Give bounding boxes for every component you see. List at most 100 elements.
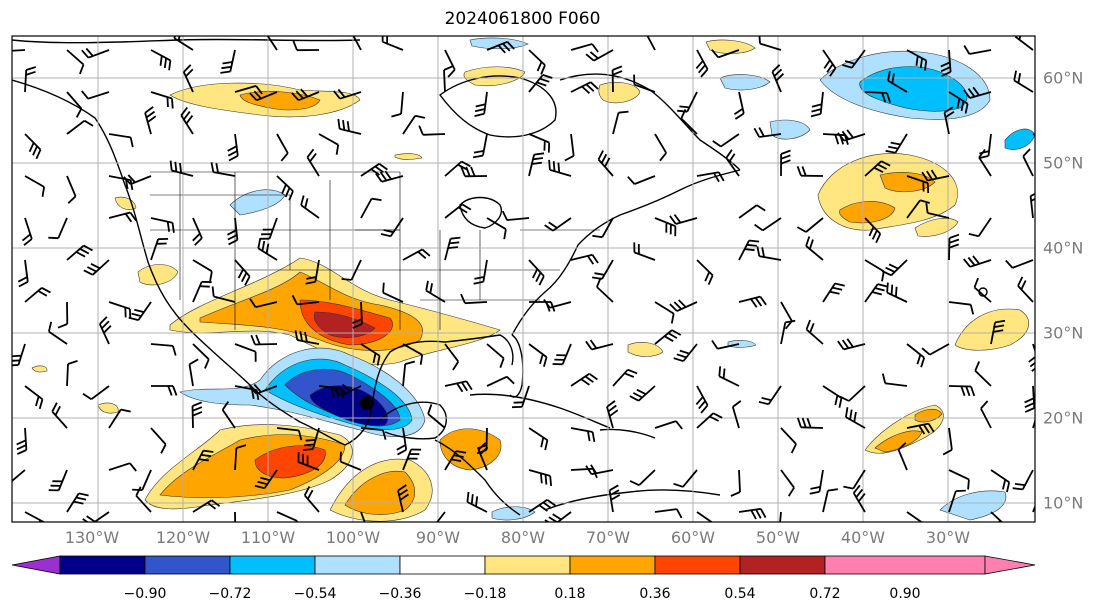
wind-barb-feather xyxy=(172,385,178,396)
wind-barb-feather xyxy=(346,121,350,132)
wind-barb xyxy=(400,91,404,114)
wind-barb xyxy=(486,40,508,51)
wind-barb-feather xyxy=(86,266,97,273)
wind-barb-feather xyxy=(448,246,459,249)
wind-barb-feather xyxy=(76,496,87,501)
wind-barb-feather xyxy=(81,90,89,100)
colorbar-segment xyxy=(399,555,486,575)
wind-barb-feather xyxy=(780,159,791,165)
wind-barb xyxy=(266,36,278,51)
wind-barb-feather xyxy=(877,283,888,288)
wind-barb-feather xyxy=(924,60,928,71)
wind-barb-feather xyxy=(474,112,485,117)
wind-barb-feather xyxy=(1014,483,1026,486)
wind-barb-feather xyxy=(540,437,545,448)
wind-barb-feather xyxy=(16,439,27,446)
wind-barb-feather xyxy=(79,248,90,255)
wind-barb xyxy=(759,133,782,138)
wind-barb-feather xyxy=(179,162,182,173)
wind-barb-feather xyxy=(1020,280,1027,290)
wind-barb xyxy=(24,511,45,522)
wind-barb xyxy=(897,449,908,471)
wind-barb-feather xyxy=(253,90,262,100)
wind-barb-feather xyxy=(90,262,101,270)
wind-barb-feather xyxy=(921,347,931,356)
wind-barb-feather xyxy=(78,492,89,497)
wind-barb-feather xyxy=(101,320,110,330)
wind-barb-feather xyxy=(533,152,545,156)
wind-barb-feather xyxy=(28,142,35,153)
longitude-label: 120°W xyxy=(155,528,211,547)
wind-barb-feather xyxy=(183,64,192,73)
wind-barb-feather xyxy=(542,501,552,510)
longitude-label: 50°W xyxy=(755,528,801,547)
wind-barb-feather xyxy=(260,476,271,482)
wind-barb-feather xyxy=(754,297,763,307)
wind-barb-feather xyxy=(370,168,380,176)
wind-barb xyxy=(637,385,656,402)
wind-barb-feather xyxy=(749,239,760,243)
wind-barb-feather xyxy=(506,376,515,385)
wind-barb-feather xyxy=(918,425,926,435)
longitude-label: 100°W xyxy=(325,528,381,547)
wind-barb-feather xyxy=(809,322,815,333)
wind-barb-feather xyxy=(536,61,543,72)
wind-barb-feather xyxy=(228,155,239,162)
wind-barb xyxy=(948,469,970,481)
wind-barb xyxy=(906,175,929,184)
wind-barb-feather xyxy=(676,508,683,519)
wind-barb xyxy=(738,204,758,219)
wind-barb-feather xyxy=(85,47,94,57)
wind-barb xyxy=(805,217,824,233)
wind-barb-feather xyxy=(585,465,593,475)
wind-barb-feather xyxy=(978,148,986,159)
wind-barb xyxy=(887,79,908,93)
wind-barb xyxy=(738,507,761,513)
wind-barb-feather xyxy=(965,386,971,397)
wind-barb-feather xyxy=(456,450,467,454)
wind-barb xyxy=(528,499,548,513)
wind-barb-feather xyxy=(531,268,539,279)
wind-barb-feather xyxy=(967,479,970,490)
wind-barb-feather xyxy=(461,160,471,168)
wind-barb-feather xyxy=(475,496,479,507)
wind-barb-feather xyxy=(636,388,647,396)
wind-barb-feather xyxy=(586,255,595,265)
wind-barb-feather xyxy=(307,489,314,500)
positive-anomaly-small-6 xyxy=(31,365,48,373)
wind-barb xyxy=(1032,418,1035,429)
wind-barb xyxy=(256,91,278,102)
positive-anomaly-tropical-atlantic-mid2 xyxy=(914,408,943,423)
wind-barb xyxy=(443,69,446,93)
wind-barb xyxy=(570,81,592,93)
wind-barb xyxy=(88,49,110,59)
wind-barb xyxy=(402,427,408,450)
wind-barb xyxy=(633,83,656,93)
wind-barb xyxy=(382,40,404,51)
wind-barb-feather xyxy=(673,214,682,224)
wind-barb xyxy=(601,259,614,280)
wind-barb-feather xyxy=(887,70,891,81)
wind-barb xyxy=(779,511,782,522)
wind-barb-feather xyxy=(1024,397,1035,404)
wind-barb-feather xyxy=(837,340,845,350)
wind-barb-feather xyxy=(972,255,981,265)
wind-barb-feather xyxy=(427,404,433,415)
wind-barb-feather xyxy=(382,282,385,293)
wind-barb-feather xyxy=(944,106,954,114)
wind-barb-feather xyxy=(67,360,78,365)
wind-barb xyxy=(51,410,68,429)
wind-barb-feather xyxy=(838,397,843,408)
wind-barb-feather xyxy=(886,92,891,103)
wind-barb-feather xyxy=(131,312,142,317)
wind-barb-feather xyxy=(57,323,68,329)
wind-barb-feather xyxy=(920,357,926,368)
wind-barb-feather xyxy=(220,70,231,74)
cuba xyxy=(469,393,611,429)
wind-barb-feather xyxy=(756,204,766,212)
wind-barb xyxy=(360,163,380,177)
wind-barb-feather xyxy=(376,355,381,366)
wind-barb-feather xyxy=(280,152,289,162)
wind-barb xyxy=(24,259,29,282)
